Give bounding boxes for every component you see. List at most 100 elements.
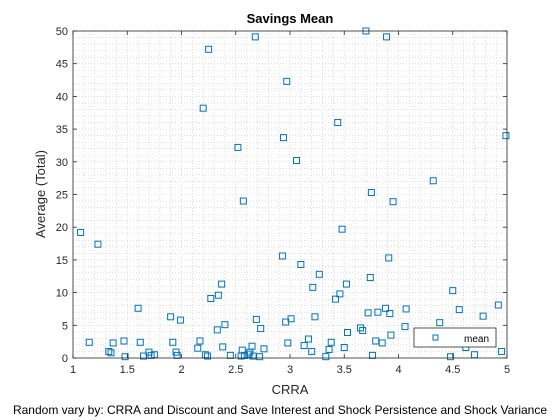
data-point	[381, 304, 389, 312]
data-point	[336, 290, 344, 298]
data-point	[219, 343, 227, 351]
data-point	[279, 134, 287, 142]
data-point	[252, 315, 260, 323]
y-tick-label: 10	[56, 288, 68, 300]
data-point	[218, 280, 226, 288]
data-point	[120, 337, 128, 345]
data-point	[429, 177, 437, 185]
data-point	[342, 280, 350, 288]
y-tick-labels: 0 5 10 15 20 25 30 35 40 45 50	[56, 26, 68, 365]
data-point	[284, 339, 292, 347]
data-point	[389, 198, 397, 206]
data-point	[315, 270, 323, 278]
data-point	[338, 225, 346, 233]
data-point	[213, 326, 221, 334]
y-tick-label: 20	[56, 222, 68, 234]
data-point	[332, 295, 340, 303]
data-point	[308, 347, 316, 355]
data-point	[387, 331, 395, 339]
x-tick-label: 4.5	[445, 364, 460, 376]
data-point	[169, 338, 177, 346]
data-point	[94, 240, 102, 248]
y-tick-label: 40	[56, 91, 68, 103]
data-point	[479, 312, 487, 320]
data-point	[287, 315, 295, 323]
data-point	[221, 321, 229, 329]
legend-marker	[432, 334, 439, 341]
data-point	[359, 327, 367, 335]
data-point	[366, 274, 374, 282]
data-point	[449, 287, 457, 295]
data-point	[204, 352, 212, 360]
x-tick-label: 5	[504, 364, 510, 376]
data-point	[383, 33, 391, 41]
legend-label-mean: mean	[464, 334, 489, 345]
data-point	[378, 339, 386, 347]
data-point	[455, 306, 463, 314]
data-point	[245, 350, 253, 358]
data-point	[374, 308, 382, 316]
x-axis-label: CRRA	[272, 382, 309, 397]
data-point	[367, 189, 375, 197]
data-point	[214, 291, 222, 299]
data-point	[196, 337, 204, 345]
y-axis-label: Average (Total)	[33, 150, 48, 238]
data-point	[248, 342, 256, 350]
y-tick-label: 15	[56, 255, 68, 267]
legend: mean	[413, 327, 497, 348]
data-point	[109, 339, 117, 347]
data-point	[385, 254, 393, 262]
y-tick-label: 25	[56, 190, 68, 202]
x-tick-label: 1.5	[120, 364, 135, 376]
data-point	[239, 197, 247, 205]
data-point	[207, 294, 215, 302]
chart-footer-note: Random vary by: CRRA and Discount and Sa…	[13, 403, 547, 417]
x-tick-label: 3.5	[337, 364, 352, 376]
data-point	[256, 353, 264, 361]
data-point	[498, 347, 506, 355]
axis-ticks	[72, 30, 508, 359]
data-point	[251, 33, 259, 41]
data-point	[136, 338, 144, 346]
data-point	[327, 338, 335, 346]
data-point	[340, 344, 348, 352]
data-point	[105, 347, 113, 355]
x-tick-label: 3	[287, 364, 293, 376]
y-tick-label: 35	[56, 124, 68, 136]
data-point	[77, 228, 85, 236]
y-tick-label: 5	[62, 320, 68, 332]
data-point	[502, 132, 510, 140]
data-point	[402, 305, 410, 313]
data-point	[199, 104, 207, 112]
data-point	[344, 328, 352, 336]
x-tick-labels: 1 1.5 2 2.5 3 3.5 4 4.5 5	[70, 364, 510, 376]
data-point	[140, 352, 148, 360]
data-point	[194, 344, 202, 352]
data-point	[401, 323, 409, 331]
y-tick-label: 50	[56, 26, 68, 38]
data-point	[134, 304, 142, 312]
legend-box	[413, 327, 497, 348]
data-point	[283, 77, 291, 85]
data-point	[386, 310, 394, 318]
data-point	[364, 309, 372, 317]
data-point	[436, 319, 444, 327]
data-point	[249, 352, 257, 360]
minor-grid	[73, 31, 507, 358]
data-point	[85, 338, 93, 346]
data-point	[278, 252, 286, 260]
data-point	[238, 346, 246, 354]
data-point	[234, 143, 242, 151]
data-point	[334, 119, 342, 127]
data-point	[257, 325, 265, 333]
y-tick-label: 45	[56, 59, 68, 71]
chart-title: Savings Mean	[247, 11, 334, 26]
data-point	[304, 335, 312, 343]
data-point	[167, 313, 175, 321]
data-point	[372, 337, 380, 345]
data-point	[176, 316, 184, 324]
y-tick-label: 0	[62, 353, 68, 365]
x-tick-label: 2.5	[228, 364, 243, 376]
data-point	[293, 156, 301, 164]
